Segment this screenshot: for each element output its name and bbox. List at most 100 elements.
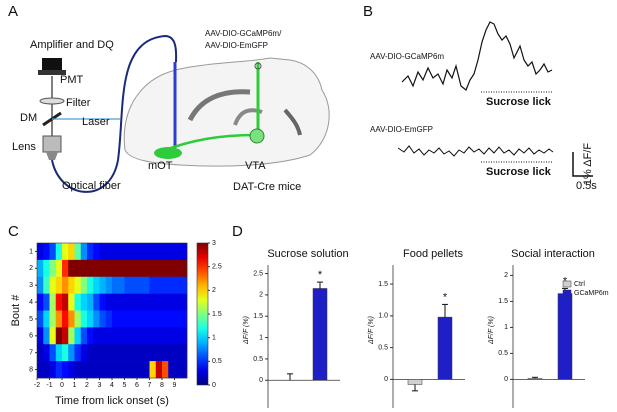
heat-cell	[105, 361, 113, 379]
heat-cell	[118, 327, 125, 345]
trace	[401, 21, 553, 91]
heat-cell	[112, 361, 119, 379]
scale-bar	[572, 152, 593, 177]
heat-cell	[118, 361, 125, 379]
heat-cell	[155, 344, 163, 362]
bar	[407, 379, 423, 385]
heat-cell	[124, 361, 132, 379]
y-tick-label: 0.5	[498, 350, 508, 357]
heat-cell	[174, 361, 182, 379]
bar	[312, 288, 328, 381]
heat-cell	[112, 243, 119, 261]
heat-cell	[80, 259, 88, 278]
heat-cell	[62, 243, 69, 261]
vta-region	[249, 128, 265, 144]
heat-cell	[62, 344, 69, 362]
heat-cell	[68, 276, 75, 294]
x-tick-label: 8	[160, 382, 164, 389]
pmt-box	[42, 58, 62, 72]
y-axis-label: ΔF/F (%)	[368, 316, 375, 345]
scale-label: 1% ΔF/F	[582, 143, 594, 185]
heat-cell	[118, 243, 125, 261]
x-tick-label: 9	[173, 382, 177, 389]
heat-cell	[112, 344, 119, 362]
heat-cell	[149, 310, 157, 328]
heat-cell	[137, 259, 144, 278]
heat-cell	[155, 259, 163, 278]
heat-cell	[118, 276, 125, 294]
heat-cell	[74, 327, 82, 345]
heat-cell	[99, 243, 107, 261]
heat-cell	[62, 361, 69, 379]
error-bar	[532, 376, 538, 379]
heat-cell	[87, 327, 94, 345]
heat-cell	[80, 361, 88, 379]
heat-cell	[118, 310, 125, 328]
panel-label: A	[8, 3, 18, 20]
heat-cell	[37, 361, 44, 379]
heat-cell	[99, 276, 107, 294]
heat-cell	[130, 293, 138, 311]
y-tick-label: 3	[29, 282, 33, 289]
heat-cell	[137, 293, 144, 311]
heat-cell	[105, 344, 113, 362]
heat-cell	[155, 310, 163, 328]
heat-cell	[149, 327, 157, 345]
scale-label: 0.5s	[576, 180, 597, 192]
heat-cell	[55, 259, 63, 278]
heat-cell	[55, 293, 63, 311]
heat-cell	[130, 276, 138, 294]
heat-cell	[37, 310, 44, 328]
y-tick-label: 5	[29, 316, 33, 323]
heat-cell	[37, 327, 44, 345]
y-tick-label: 1.5	[378, 281, 388, 288]
heat-cell	[130, 259, 138, 278]
heat-cell	[80, 310, 88, 328]
heat-cell	[130, 327, 138, 345]
heat-cell	[112, 293, 119, 311]
filter	[39, 97, 65, 105]
colorbar-tick-label: 3	[212, 240, 216, 247]
heat-cell	[180, 310, 188, 328]
heat-cell	[137, 310, 144, 328]
heat-cell	[80, 344, 88, 362]
heat-cell	[55, 344, 63, 362]
heat-cell	[99, 259, 107, 278]
heat-cell	[149, 276, 157, 294]
x-tick-label: 0	[60, 382, 64, 389]
heat-cell	[43, 259, 50, 278]
colorbar-tick-label: 1.5	[212, 311, 222, 318]
heat-cell	[124, 327, 132, 345]
heat-cell	[87, 259, 94, 278]
brain-structure	[187, 89, 251, 122]
pmt-base	[38, 70, 66, 75]
heat-cell	[124, 344, 132, 362]
heat-cell	[68, 344, 75, 362]
heat-cell	[124, 310, 132, 328]
heat-cell	[49, 293, 57, 311]
legend-swatch	[562, 280, 572, 288]
heat-cell	[43, 310, 50, 328]
heat-cell	[162, 276, 169, 294]
x-tick-label: -1	[46, 382, 52, 389]
heat-cell	[180, 344, 188, 362]
heat-cell	[105, 327, 113, 345]
heat-cell	[137, 327, 144, 345]
lens	[42, 135, 62, 153]
heat-cell	[68, 259, 75, 278]
heat-cell	[74, 310, 82, 328]
trace-label: AAV-DIO-GCaMP6m	[370, 52, 444, 61]
heat-cell	[118, 259, 125, 278]
heat-cell	[143, 276, 150, 294]
heat-cell	[68, 361, 75, 379]
heat-cell	[62, 293, 69, 311]
heat-cell	[180, 243, 188, 261]
lens-tip	[46, 152, 58, 160]
heat-cell	[155, 243, 163, 261]
heat-cell	[43, 243, 50, 261]
y-tick-label: 1.5	[498, 298, 508, 305]
heat-cell	[43, 276, 50, 294]
heat-cell	[174, 344, 182, 362]
heat-cell	[155, 327, 163, 345]
heat-cell	[49, 259, 57, 278]
